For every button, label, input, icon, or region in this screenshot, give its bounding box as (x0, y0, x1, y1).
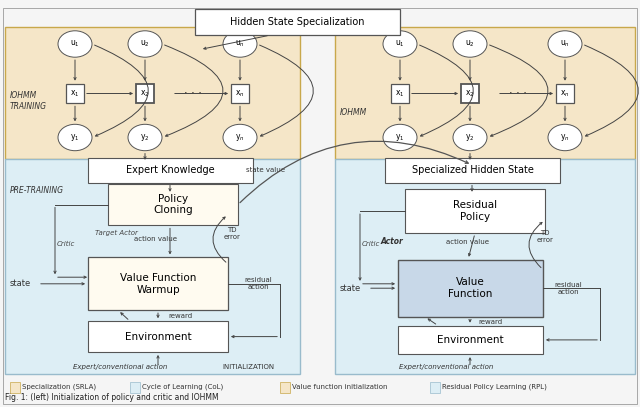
Text: Residual
Policy: Residual Policy (453, 200, 497, 222)
Text: Expert Knowledge: Expert Knowledge (126, 166, 215, 175)
Text: IOHMM
TRAINING: IOHMM TRAINING (10, 92, 47, 111)
Text: Critic: Critic (57, 241, 76, 247)
Ellipse shape (223, 31, 257, 57)
Text: Value
Function: Value Function (448, 278, 493, 299)
Text: Expert/conventional action: Expert/conventional action (399, 364, 493, 370)
Text: Environment: Environment (437, 335, 504, 345)
FancyBboxPatch shape (136, 83, 154, 103)
Text: PRE-TRAINING: PRE-TRAINING (10, 186, 64, 195)
Text: action value: action value (134, 236, 177, 242)
Text: u$_{2}$: u$_{2}$ (140, 39, 150, 49)
Text: Fig. 1: (left) Initialization of policy and critic and IOHMM: Fig. 1: (left) Initialization of policy … (5, 392, 219, 401)
FancyBboxPatch shape (430, 382, 440, 393)
FancyBboxPatch shape (405, 189, 545, 233)
Text: Value Function
Warmup: Value Function Warmup (120, 273, 196, 295)
FancyBboxPatch shape (66, 83, 84, 103)
FancyBboxPatch shape (10, 382, 20, 393)
Text: INITIALIZATION: INITIALIZATION (222, 364, 274, 370)
FancyBboxPatch shape (130, 382, 140, 393)
Ellipse shape (383, 124, 417, 151)
Text: Residual Policy Learning (RPL): Residual Policy Learning (RPL) (442, 384, 547, 390)
FancyBboxPatch shape (280, 382, 290, 393)
Text: state: state (340, 284, 361, 293)
Text: state value: state value (246, 168, 285, 173)
FancyBboxPatch shape (195, 9, 400, 35)
Text: y$_{1}$: y$_{1}$ (396, 132, 404, 143)
Text: x$_{n}$: x$_{n}$ (235, 88, 245, 99)
Text: Hidden State Specialization: Hidden State Specialization (230, 17, 365, 27)
FancyBboxPatch shape (88, 257, 228, 310)
Text: Expert/conventional action: Expert/conventional action (73, 364, 167, 370)
Text: TD
error: TD error (223, 227, 241, 240)
Text: Policy
Cloning: Policy Cloning (153, 194, 193, 215)
Text: u$_{1}$: u$_{1}$ (70, 39, 80, 49)
Text: IOHMM: IOHMM (340, 108, 367, 117)
Ellipse shape (58, 124, 92, 151)
Text: reward: reward (168, 313, 192, 319)
FancyBboxPatch shape (385, 158, 560, 183)
Text: y$_{n}$: y$_{n}$ (235, 132, 245, 143)
FancyBboxPatch shape (5, 160, 300, 374)
Text: y$_{n}$: y$_{n}$ (560, 132, 570, 143)
Ellipse shape (453, 124, 487, 151)
Text: Specialization (SRLA): Specialization (SRLA) (22, 384, 96, 390)
FancyBboxPatch shape (398, 260, 543, 317)
FancyBboxPatch shape (108, 184, 238, 225)
Text: Critic: Critic (362, 241, 380, 247)
Text: Cycle of Learning (CoL): Cycle of Learning (CoL) (142, 384, 223, 390)
Text: residual
action: residual action (244, 277, 272, 290)
Ellipse shape (223, 124, 257, 151)
Ellipse shape (128, 31, 162, 57)
Ellipse shape (128, 124, 162, 151)
Text: Value function initialization: Value function initialization (292, 384, 387, 390)
FancyBboxPatch shape (88, 158, 253, 183)
Text: y$_{2}$: y$_{2}$ (140, 132, 150, 143)
Ellipse shape (383, 31, 417, 57)
Text: state: state (10, 279, 31, 288)
Text: reward: reward (478, 319, 502, 325)
Text: u$_{2}$: u$_{2}$ (465, 39, 475, 49)
FancyBboxPatch shape (5, 28, 300, 160)
Text: y$_{2}$: y$_{2}$ (465, 132, 475, 143)
FancyBboxPatch shape (391, 83, 409, 103)
Ellipse shape (58, 31, 92, 57)
FancyBboxPatch shape (88, 321, 228, 352)
Text: Specialized Hidden State: Specialized Hidden State (412, 166, 533, 175)
FancyBboxPatch shape (335, 28, 635, 160)
Text: residual
action: residual action (554, 282, 582, 295)
FancyBboxPatch shape (461, 83, 479, 103)
Text: TD
error: TD error (536, 230, 554, 243)
Text: u$_{n}$: u$_{n}$ (235, 39, 245, 49)
Text: x$_{1}$: x$_{1}$ (70, 88, 80, 99)
FancyBboxPatch shape (398, 326, 543, 354)
Text: Environment: Environment (125, 332, 191, 341)
Text: action value: action value (447, 239, 490, 245)
Text: x$_{2}$: x$_{2}$ (140, 88, 150, 99)
Text: x$_{2}$: x$_{2}$ (465, 88, 475, 99)
Text: · · ·: · · · (184, 88, 202, 98)
Text: Target Actor: Target Actor (95, 230, 138, 236)
Ellipse shape (548, 124, 582, 151)
Text: u$_{n}$: u$_{n}$ (560, 39, 570, 49)
Text: y$_{1}$: y$_{1}$ (70, 132, 80, 143)
FancyBboxPatch shape (335, 160, 635, 374)
Ellipse shape (453, 31, 487, 57)
FancyBboxPatch shape (231, 83, 249, 103)
Text: · · ·: · · · (509, 88, 527, 98)
Text: Actor: Actor (380, 238, 403, 247)
FancyBboxPatch shape (556, 83, 574, 103)
Text: x$_{n}$: x$_{n}$ (560, 88, 570, 99)
Text: u$_{1}$: u$_{1}$ (395, 39, 405, 49)
Text: x$_{1}$: x$_{1}$ (396, 88, 404, 99)
Ellipse shape (548, 31, 582, 57)
